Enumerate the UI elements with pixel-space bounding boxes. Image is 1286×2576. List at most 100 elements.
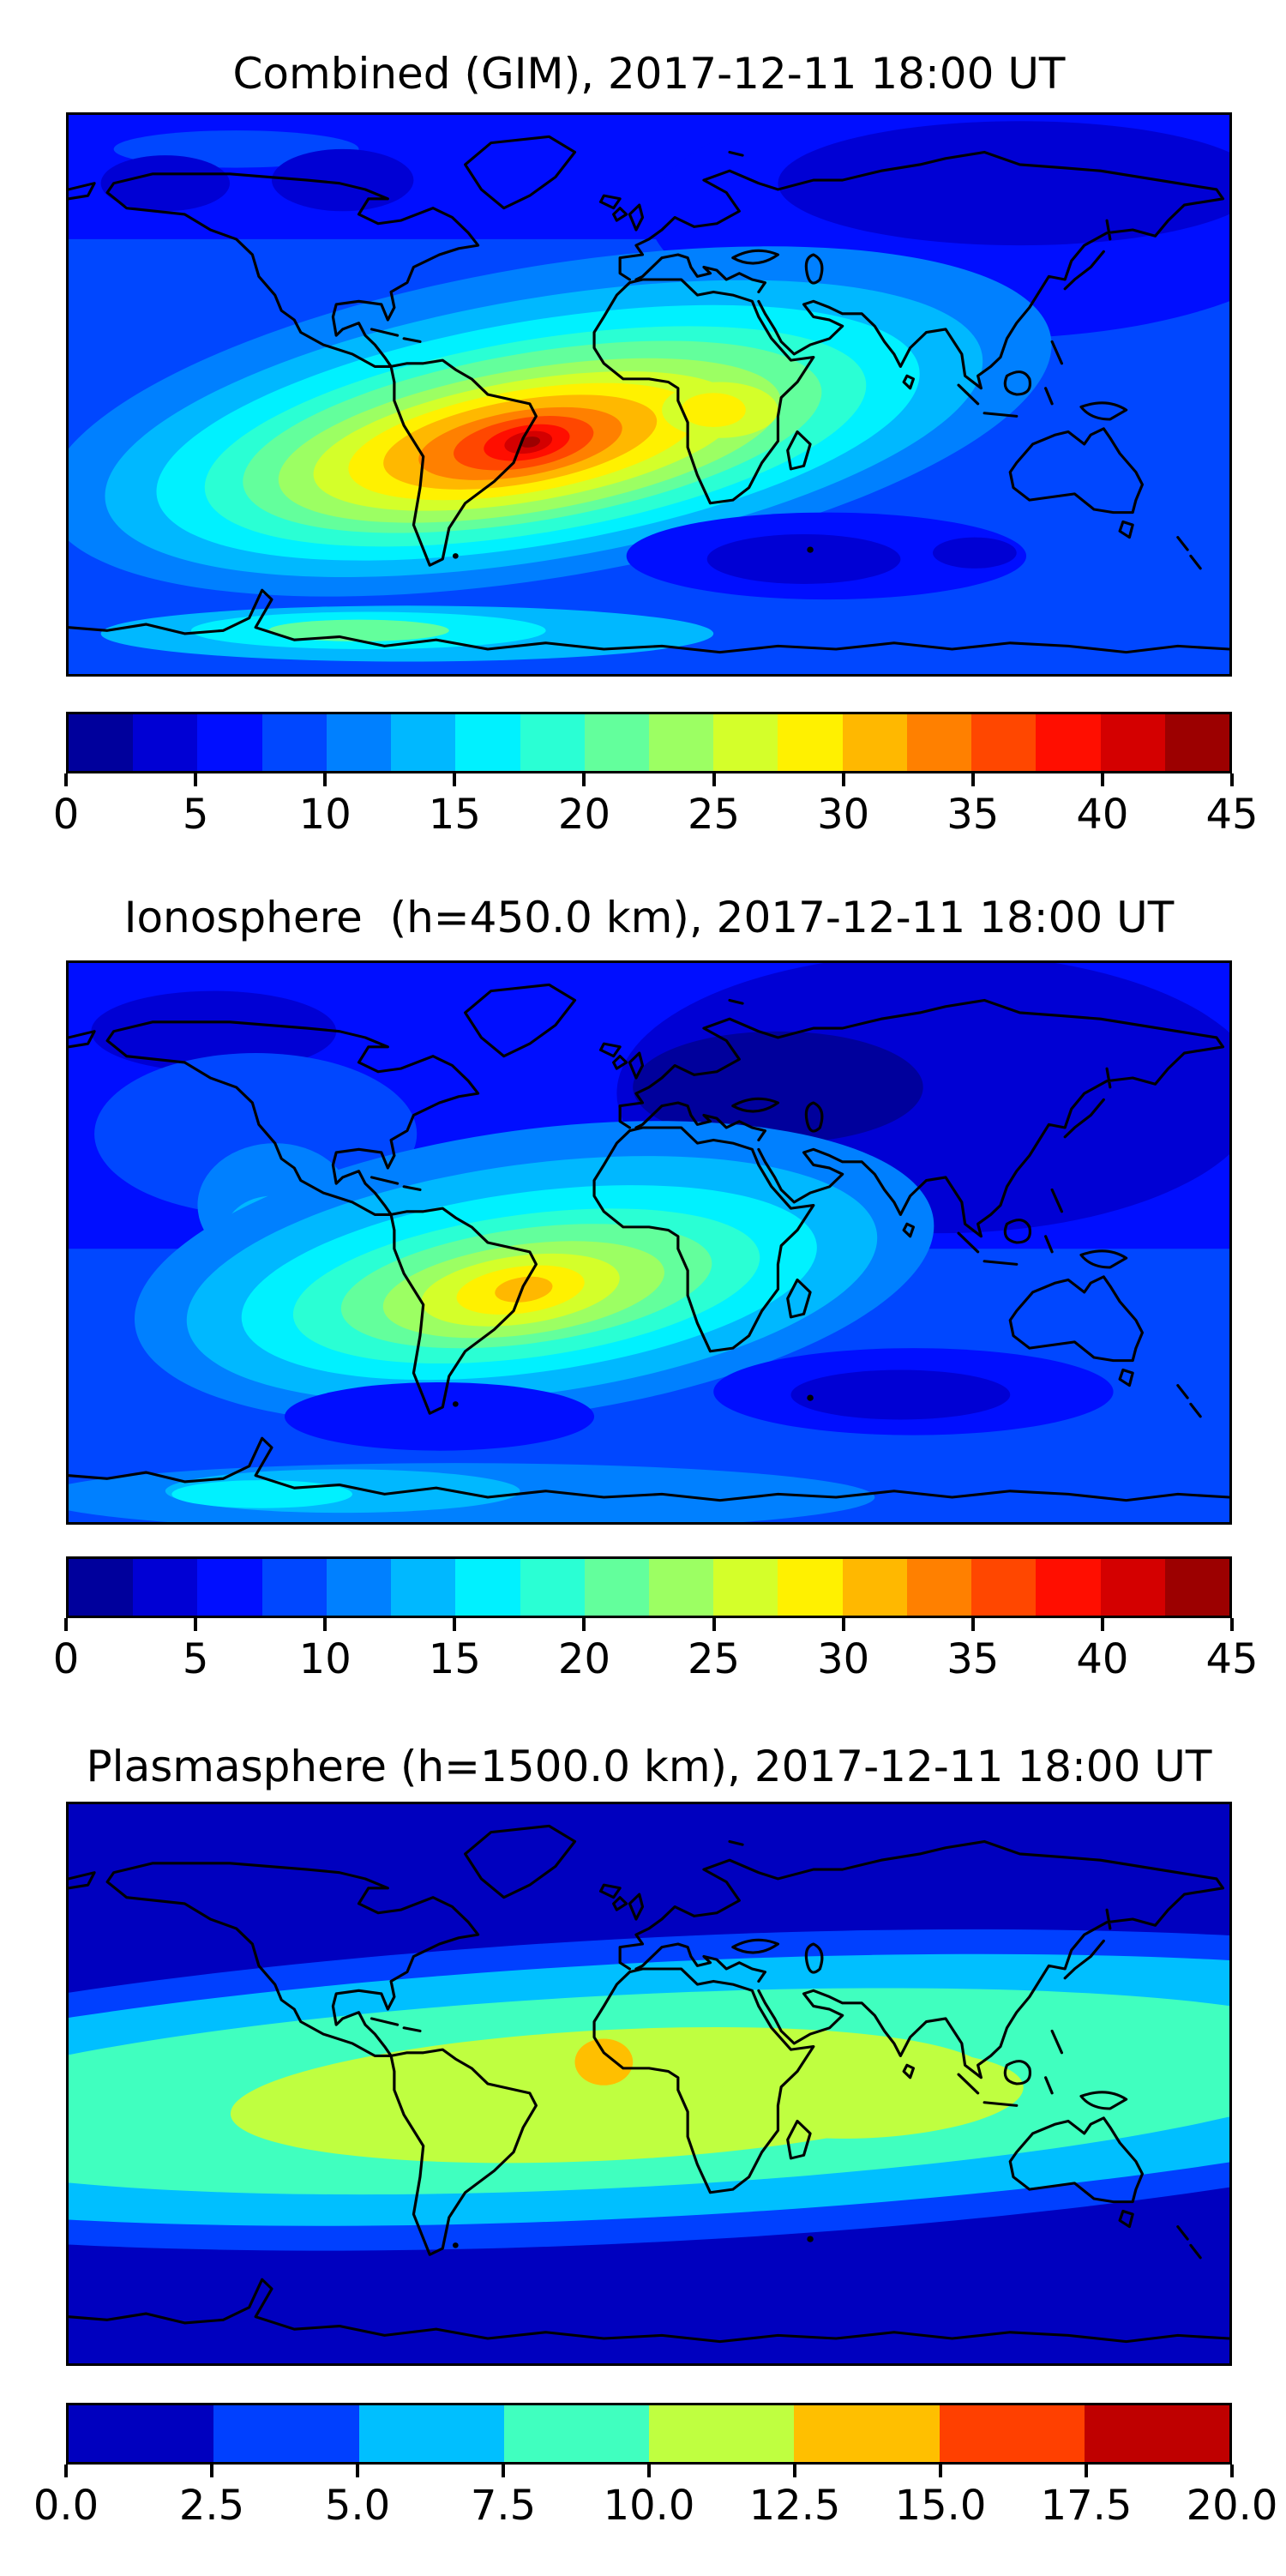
colorbar-tick bbox=[1100, 1618, 1104, 1631]
colorbar-segment bbox=[842, 1559, 907, 1616]
colorbar-tick bbox=[323, 773, 328, 786]
colorbar-segment bbox=[778, 1559, 843, 1616]
colorbar-segment bbox=[1100, 714, 1165, 771]
colorbar-segment bbox=[939, 2405, 1085, 2462]
panel3-title: Plasmasphere (h=1500.0 km), 2017-12-11 1… bbox=[86, 1742, 1212, 1791]
colorbar-tick-label: 35 bbox=[946, 791, 1000, 839]
colorbar-tick bbox=[1230, 1618, 1234, 1631]
colorbar-tick-label: 5.0 bbox=[324, 2482, 391, 2530]
colorbar-tick bbox=[712, 1618, 716, 1631]
colorbar-segment bbox=[69, 714, 134, 771]
colorbar-tick-label: 45 bbox=[1205, 791, 1259, 839]
colorbar-tick-label: 10 bbox=[298, 1635, 352, 1683]
colorbar-tick bbox=[582, 1618, 586, 1631]
colorbar-tick bbox=[194, 1618, 198, 1631]
colorbar-tick-label: 0 bbox=[52, 791, 80, 839]
colorbar-segment bbox=[455, 714, 520, 771]
panel2-map bbox=[66, 960, 1232, 1525]
tec-field-ionosphere bbox=[69, 963, 1229, 1522]
panel2-colorbar: 0 5 10 15 20 25 30 35 40 45 bbox=[53, 1556, 1259, 1730]
colorbar-gradient bbox=[66, 712, 1232, 773]
colorbar-segment bbox=[213, 2405, 359, 2462]
colorbar-tick bbox=[210, 2465, 213, 2477]
colorbar-tick-label: 45 bbox=[1205, 1635, 1259, 1683]
colorbar-segment bbox=[971, 1559, 1037, 1616]
colorbar-tick bbox=[582, 773, 586, 786]
colorbar-segment bbox=[503, 2405, 649, 2462]
colorbar-tick bbox=[64, 773, 68, 786]
colorbar-tick bbox=[64, 1618, 68, 1631]
colorbar-tick bbox=[1230, 2465, 1234, 2477]
colorbar-segment bbox=[326, 714, 392, 771]
colorbar-segment bbox=[794, 2405, 940, 2462]
colorbar-tick bbox=[793, 2465, 796, 2477]
panel3-map bbox=[66, 1802, 1232, 2366]
colorbar-tick bbox=[1230, 773, 1234, 786]
colorbar-tick bbox=[194, 773, 198, 786]
colorbar-segment bbox=[584, 714, 649, 771]
colorbar-segment bbox=[906, 714, 972, 771]
colorbar-segment bbox=[391, 1559, 456, 1616]
colorbar-tick bbox=[323, 1618, 328, 1631]
colorbar-tick-label: 17.5 bbox=[1040, 2482, 1133, 2530]
colorbar-segment bbox=[455, 1559, 520, 1616]
colorbar-tick-label: 10.0 bbox=[603, 2482, 695, 2530]
colorbar-segment bbox=[906, 1559, 972, 1616]
colorbar-tick-label: 20 bbox=[557, 791, 610, 839]
colorbar-segment bbox=[648, 1559, 714, 1616]
colorbar-segment bbox=[1036, 714, 1101, 771]
colorbar-segment bbox=[69, 2405, 214, 2462]
colorbar-tick bbox=[502, 2465, 505, 2477]
tec-field-combined bbox=[69, 115, 1229, 674]
colorbar-tick bbox=[971, 1618, 975, 1631]
colorbar-tick-label: 40 bbox=[1076, 1635, 1129, 1683]
colorbar-segment bbox=[197, 714, 262, 771]
colorbar-segment bbox=[971, 714, 1037, 771]
colorbar-segment bbox=[1164, 714, 1229, 771]
colorbar-tick-label: 12.5 bbox=[748, 2482, 841, 2530]
colorbar-tick bbox=[939, 2465, 942, 2477]
colorbar-segment bbox=[520, 1559, 585, 1616]
colorbar-segment bbox=[1036, 1559, 1101, 1616]
colorbar-tick-label: 35 bbox=[946, 1635, 1000, 1683]
colorbar-tick bbox=[1085, 2465, 1088, 2477]
colorbar-segment bbox=[358, 2405, 504, 2462]
colorbar-tick bbox=[1100, 773, 1104, 786]
world-map-panel1 bbox=[69, 115, 1229, 674]
colorbar-tick bbox=[841, 773, 845, 786]
colorbar-tick-label: 0.0 bbox=[33, 2482, 99, 2530]
colorbar-axis: 0 5 10 15 20 25 30 35 40 45 bbox=[53, 773, 1259, 885]
colorbar-segment bbox=[391, 714, 456, 771]
colorbar-tick-label: 5 bbox=[182, 1635, 209, 1683]
colorbar-tick bbox=[453, 773, 457, 786]
panel2-title: Ionosphere (h=450.0 km), 2017-12-11 18:0… bbox=[123, 893, 1175, 942]
colorbar-tick-label: 7.5 bbox=[470, 2482, 537, 2530]
colorbar-segment bbox=[261, 1559, 327, 1616]
colorbar-segment bbox=[778, 714, 843, 771]
colorbar-tick-label: 0 bbox=[52, 1635, 80, 1683]
colorbar-tick bbox=[712, 773, 716, 786]
colorbar-tick bbox=[453, 1618, 457, 1631]
colorbar-tick bbox=[64, 2465, 68, 2477]
colorbar-segment bbox=[649, 2405, 795, 2462]
colorbar-tick-label: 2.5 bbox=[178, 2482, 245, 2530]
colorbar-tick-label: 20.0 bbox=[1186, 2482, 1278, 2530]
panel1-title: Combined (GIM), 2017-12-11 18:00 UT bbox=[232, 49, 1066, 99]
colorbar-tick-label: 15.0 bbox=[894, 2482, 987, 2530]
colorbar-segment bbox=[713, 1559, 778, 1616]
world-map-panel2 bbox=[69, 963, 1229, 1522]
colorbar-segment bbox=[133, 1559, 198, 1616]
colorbar-tick-label: 25 bbox=[688, 791, 741, 839]
colorbar-segment bbox=[1084, 2405, 1229, 2462]
colorbar-segment bbox=[1100, 1559, 1165, 1616]
colorbar-tick bbox=[841, 1618, 845, 1631]
colorbar-tick bbox=[356, 2465, 359, 2477]
colorbar-segment bbox=[197, 1559, 262, 1616]
colorbar-tick-label: 15 bbox=[428, 791, 481, 839]
colorbar-tick-label: 10 bbox=[298, 791, 352, 839]
colorbar-segment bbox=[261, 714, 327, 771]
colorbar-tick-label: 40 bbox=[1076, 791, 1129, 839]
colorbar-gradient bbox=[66, 1556, 1232, 1618]
colorbar-segment bbox=[648, 714, 714, 771]
